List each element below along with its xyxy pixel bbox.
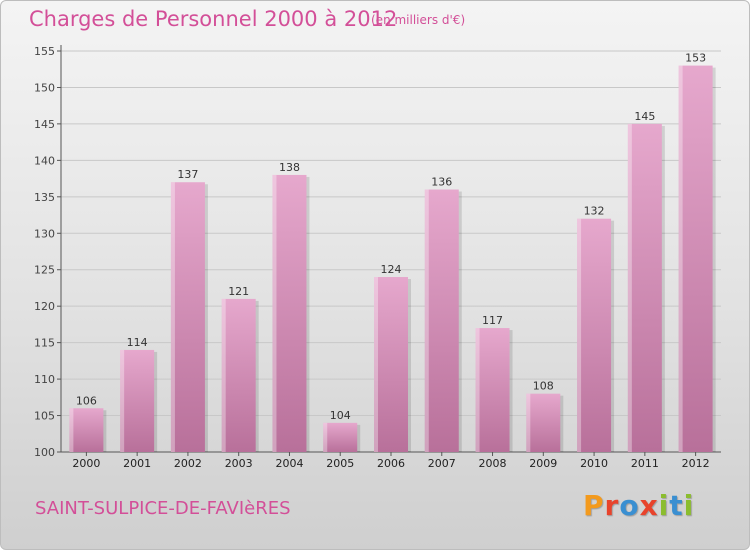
y-tick-label: 125 <box>34 264 55 277</box>
bar <box>577 218 612 452</box>
x-tick-label: 2010 <box>580 457 608 470</box>
data-label: 114 <box>127 336 148 349</box>
data-label: 145 <box>634 110 655 123</box>
x-tick-label: 2006 <box>377 457 405 470</box>
data-label: 117 <box>482 314 503 327</box>
bar-highlight <box>424 189 429 452</box>
data-label: 106 <box>76 394 97 407</box>
y-tick-label: 115 <box>34 337 55 350</box>
bar-highlight <box>323 422 328 452</box>
data-label: 104 <box>330 409 351 422</box>
bar <box>475 328 510 452</box>
bar <box>170 182 205 452</box>
x-tick-label: 2003 <box>225 457 253 470</box>
bar-highlight <box>627 123 632 452</box>
data-label: 121 <box>228 285 249 298</box>
bar-highlight <box>170 182 175 452</box>
bar <box>526 393 561 452</box>
proxiti-logo: Proxiti <box>583 489 694 522</box>
commune-name: SAINT-SULPICE-DE-FAVIèRES <box>35 498 291 519</box>
bar <box>272 174 307 453</box>
logo-letter: x <box>639 489 659 522</box>
x-tick-label: 2012 <box>682 457 710 470</box>
y-tick-label: 105 <box>34 410 55 423</box>
bar-highlight <box>120 349 125 452</box>
data-label: 138 <box>279 161 300 174</box>
data-label: 132 <box>584 205 605 218</box>
bar <box>323 422 358 452</box>
y-tick-label: 100 <box>34 446 55 459</box>
chart-subtitle: (en milliers d'€) <box>371 13 466 27</box>
logo-letter: t <box>669 489 684 522</box>
bar-highlight <box>526 393 531 452</box>
bar <box>678 65 713 452</box>
bar <box>627 123 662 452</box>
data-label: 108 <box>533 380 554 393</box>
bar-highlight <box>678 65 683 452</box>
x-tick-label: 2011 <box>631 457 659 470</box>
y-tick-label: 110 <box>34 373 55 386</box>
x-tick-label: 2008 <box>479 457 507 470</box>
logo-letter: o <box>619 489 640 522</box>
bar <box>424 189 459 452</box>
y-tick-label: 155 <box>34 45 55 58</box>
y-tick-label: 150 <box>34 81 55 94</box>
bar-highlight <box>221 298 226 452</box>
bar-highlight <box>69 408 74 452</box>
bar <box>69 408 104 452</box>
x-tick-label: 2004 <box>275 457 303 470</box>
x-tick-label: 2007 <box>428 457 456 470</box>
logo-letter: r <box>604 489 620 522</box>
logo-letter: i <box>658 489 670 522</box>
data-label: 136 <box>431 176 452 189</box>
bar <box>120 349 155 452</box>
x-tick-label: 2001 <box>123 457 151 470</box>
bar <box>221 298 256 452</box>
x-tick-label: 2005 <box>326 457 354 470</box>
x-tick-label: 2002 <box>174 457 202 470</box>
y-tick-label: 135 <box>34 191 55 204</box>
labels: 100 105 110 115 120 125 130 135 140 145 150 155 106 2… <box>34 45 710 470</box>
bar-highlight <box>374 277 378 452</box>
data-label: 137 <box>177 168 198 181</box>
x-tick-label: 2009 <box>529 457 557 470</box>
y-tick-label: 120 <box>34 300 55 313</box>
logo-letter: i <box>683 489 695 522</box>
logo-letter: P <box>583 489 605 522</box>
bar <box>374 277 408 452</box>
data-label: 124 <box>381 263 402 276</box>
bars <box>69 65 716 453</box>
bar-highlight <box>272 174 277 453</box>
y-tick-label: 145 <box>34 118 55 131</box>
chart-title: Charges de Personnel 2000 à 2012 <box>29 7 398 31</box>
y-tick-label: 140 <box>34 154 55 167</box>
bar-highlight <box>475 328 480 452</box>
x-tick-label: 2000 <box>72 457 100 470</box>
data-label: 153 <box>685 52 706 65</box>
bar-highlight <box>577 218 582 452</box>
y-tick-label: 130 <box>34 227 55 240</box>
